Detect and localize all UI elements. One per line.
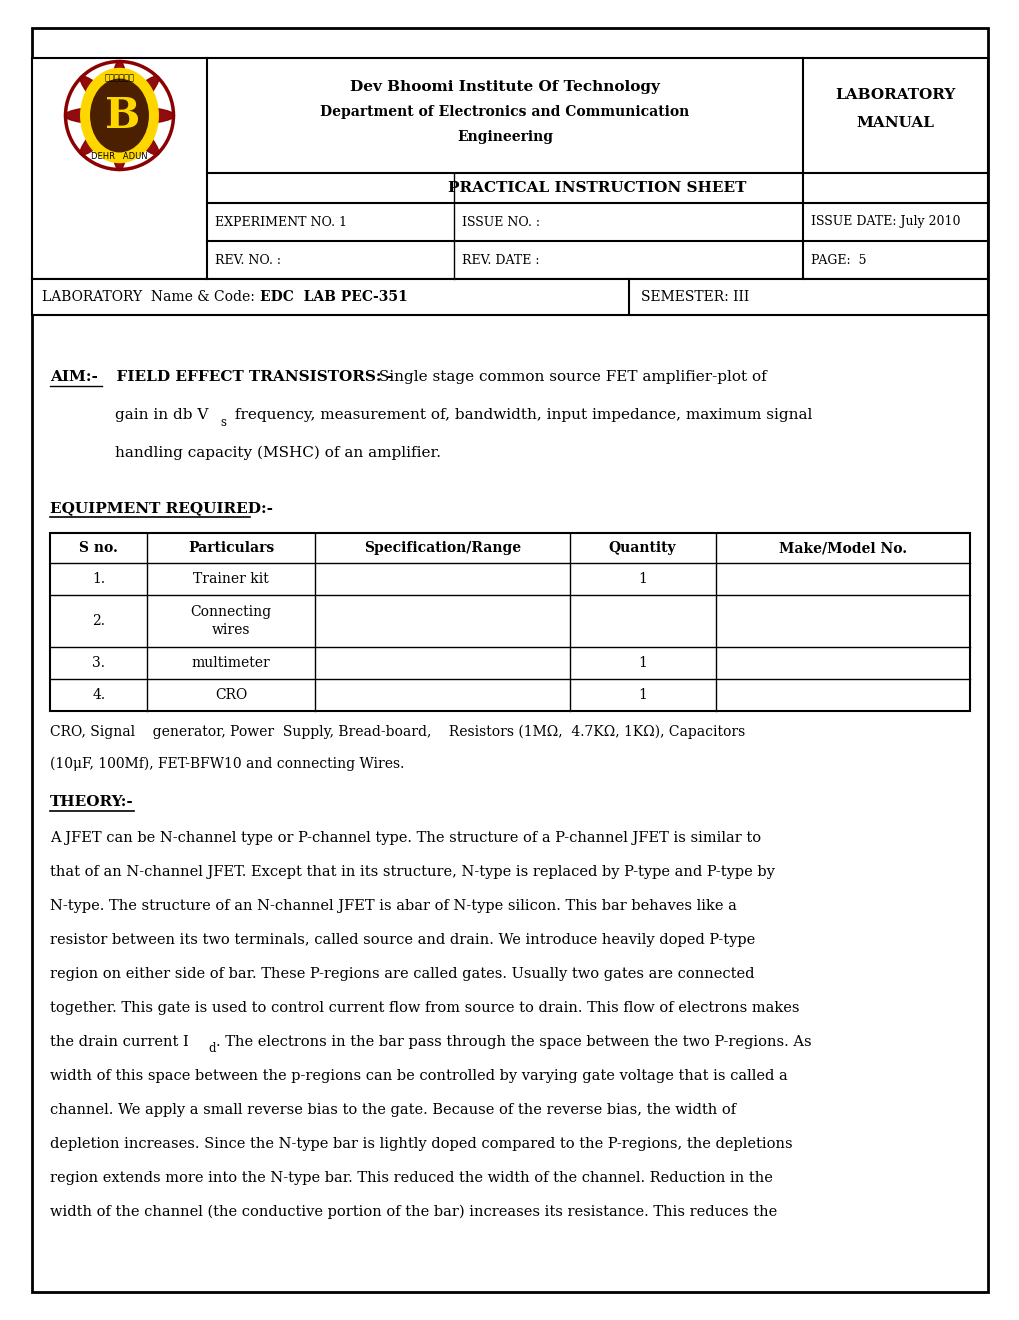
Text: FIELD EFFECT TRANSISTORS: -: FIELD EFFECT TRANSISTORS: - — [106, 370, 392, 384]
Text: ISSUE DATE: July 2010: ISSUE DATE: July 2010 — [810, 215, 960, 228]
Text: region extends more into the N-type bar. This reduced the width of the channel. : region extends more into the N-type bar.… — [50, 1171, 772, 1185]
Text: handling capacity (MSHC) of an amplifier.: handling capacity (MSHC) of an amplifier… — [115, 446, 440, 461]
Text: EDC  LAB PEC-351: EDC LAB PEC-351 — [260, 290, 408, 304]
Text: विद्या: विद्या — [104, 74, 135, 82]
Text: channel. We apply a small reverse bias to the gate. Because of the reverse bias,: channel. We apply a small reverse bias t… — [50, 1104, 736, 1117]
Text: ISSUE NO. :: ISSUE NO. : — [462, 215, 539, 228]
Ellipse shape — [110, 61, 128, 170]
Text: SEMESTER: III: SEMESTER: III — [640, 290, 749, 304]
Text: PAGE:  5: PAGE: 5 — [810, 253, 866, 267]
Text: s: s — [220, 416, 226, 429]
Text: THEORY:-: THEORY:- — [50, 795, 133, 809]
Text: S no.: S no. — [79, 541, 118, 554]
Text: Single stage common source FET amplifier-plot of: Single stage common source FET amplifier… — [374, 370, 766, 384]
Text: Engineering: Engineering — [457, 129, 552, 144]
Text: EXPERIMENT NO. 1: EXPERIMENT NO. 1 — [215, 215, 346, 228]
Bar — [32, 279, 987, 315]
Text: MANUAL: MANUAL — [856, 116, 933, 129]
Text: Department of Electronics and Communication: Department of Electronics and Communicat… — [320, 106, 689, 119]
Text: multimeter: multimeter — [192, 656, 270, 671]
Ellipse shape — [64, 106, 174, 125]
Ellipse shape — [79, 77, 159, 154]
Text: CRO: CRO — [215, 688, 248, 702]
Text: together. This gate is used to control current flow from source to drain. This f: together. This gate is used to control c… — [50, 1001, 799, 1015]
Text: B: B — [105, 95, 140, 136]
Text: 1.: 1. — [92, 572, 105, 586]
Text: Particulars: Particulars — [187, 541, 274, 554]
Text: AIM:-: AIM:- — [50, 370, 98, 384]
Text: Specification/Range: Specification/Range — [364, 541, 521, 554]
Text: LABORATORY  Name & Code:: LABORATORY Name & Code: — [42, 290, 268, 304]
Text: d: d — [208, 1041, 215, 1055]
Text: 1: 1 — [638, 688, 646, 702]
Text: 3.: 3. — [92, 656, 105, 671]
Text: REV. NO. :: REV. NO. : — [215, 253, 280, 267]
Text: A JFET can be N-channel type or P-channel type. The structure of a P-channel JFE: A JFET can be N-channel type or P-channe… — [50, 832, 760, 845]
Ellipse shape — [81, 69, 158, 162]
Text: depletion increases. Since the N-type bar is lightly doped compared to the P-reg: depletion increases. Since the N-type ba… — [50, 1137, 792, 1151]
Text: 1: 1 — [638, 656, 646, 671]
Text: DEHR   ADUN: DEHR ADUN — [91, 152, 148, 161]
Text: resistor between its two terminals, called source and drain. We introduce heavil: resistor between its two terminals, call… — [50, 933, 754, 946]
Text: (10μF, 100Mf), FET-BFW10 and connecting Wires.: (10μF, 100Mf), FET-BFW10 and connecting … — [50, 756, 404, 771]
Ellipse shape — [79, 77, 159, 154]
Bar — [50, 533, 969, 711]
Text: Make/Model No.: Make/Model No. — [777, 541, 906, 554]
Text: Trainer kit: Trainer kit — [194, 572, 269, 586]
Text: that of an N-channel JFET. Except that in its structure, N-type is replaced by P: that of an N-channel JFET. Except that i… — [50, 865, 774, 879]
Text: Dev Bhoomi Institute Of Technology: Dev Bhoomi Institute Of Technology — [350, 81, 659, 94]
Bar — [32, 58, 987, 279]
Text: EQUIPMENT REQUIRED:-: EQUIPMENT REQUIRED:- — [50, 502, 273, 515]
Text: 4.: 4. — [92, 688, 105, 702]
Text: CRO, Signal    generator, Power  Supply, Bread-board,    Resistors (1MΩ,  4.7KΩ,: CRO, Signal generator, Power Supply, Bre… — [50, 725, 745, 739]
Text: N-type. The structure of an N-channel JFET is abar of N-type silicon. This bar b: N-type. The structure of an N-channel JF… — [50, 899, 736, 913]
Text: wires: wires — [212, 623, 251, 638]
Text: 1: 1 — [638, 572, 646, 586]
Text: LABORATORY: LABORATORY — [835, 88, 955, 102]
Text: 2.: 2. — [92, 614, 105, 628]
Text: Quantity: Quantity — [608, 541, 676, 554]
Text: width of this space between the p-regions can be controlled by varying gate volt: width of this space between the p-region… — [50, 1069, 787, 1082]
Text: frequency, measurement of, bandwidth, input impedance, maximum signal: frequency, measurement of, bandwidth, in… — [229, 408, 811, 422]
Text: the drain current I: the drain current I — [50, 1035, 189, 1049]
Text: width of the channel (the conductive portion of the bar) increases its resistanc: width of the channel (the conductive por… — [50, 1205, 776, 1220]
Text: REV. DATE :: REV. DATE : — [462, 253, 539, 267]
Text: region on either side of bar. These P-regions are called gates. Usually two gate: region on either side of bar. These P-re… — [50, 968, 754, 981]
Text: Connecting: Connecting — [191, 605, 272, 619]
Text: gain in db V: gain in db V — [115, 408, 208, 422]
Ellipse shape — [91, 79, 148, 152]
Text: . The electrons in the bar pass through the space between the two P-regions. As: . The electrons in the bar pass through … — [216, 1035, 811, 1049]
Text: PRACTICAL INSTRUCTION SHEET: PRACTICAL INSTRUCTION SHEET — [448, 181, 746, 195]
